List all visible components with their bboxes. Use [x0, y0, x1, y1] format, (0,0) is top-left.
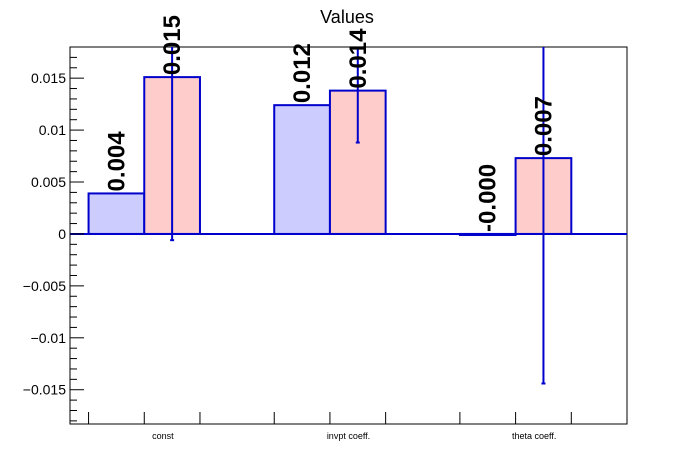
- data-label-series2-1: 0.014: [345, 28, 372, 89]
- data-labels-group: 0.004 0.012 -0.000 0.015 0.014 0.007: [103, 15, 557, 232]
- y-tick-label-5: 0.01: [39, 122, 66, 138]
- x-category-label-1: invpt coeff.: [327, 431, 370, 441]
- data-label-series1-2: -0.000: [475, 164, 502, 232]
- data-label-series1-1: 0.012: [289, 43, 316, 103]
- y-tick-label-4: 0.005: [31, 174, 66, 190]
- y-tick-label-3: 0: [58, 226, 66, 242]
- x-category-label-2: theta coeff.: [512, 431, 556, 441]
- data-label-series1-0: 0.004: [103, 131, 130, 192]
- bar-series1-0: [87, 192, 146, 235]
- axes-group: −0.015 −0.01 −0.005 0 0.005 0.01 0.015 const inv…: [23, 56, 572, 441]
- y-tick-label-2: −0.005: [23, 278, 66, 294]
- y-tick-label-6: 0.015: [31, 70, 66, 86]
- bar-series1-1: [273, 104, 331, 235]
- error-bars-group: [170, 47, 546, 385]
- y-tick-label-1: −0.01: [31, 330, 67, 346]
- y-tick-label-0: −0.015: [23, 382, 66, 398]
- data-label-series2-0: 0.015: [159, 15, 186, 75]
- x-category-label-0: const: [152, 431, 174, 441]
- data-label-series2-2: 0.007: [530, 96, 557, 156]
- chart-title: Values: [320, 7, 374, 27]
